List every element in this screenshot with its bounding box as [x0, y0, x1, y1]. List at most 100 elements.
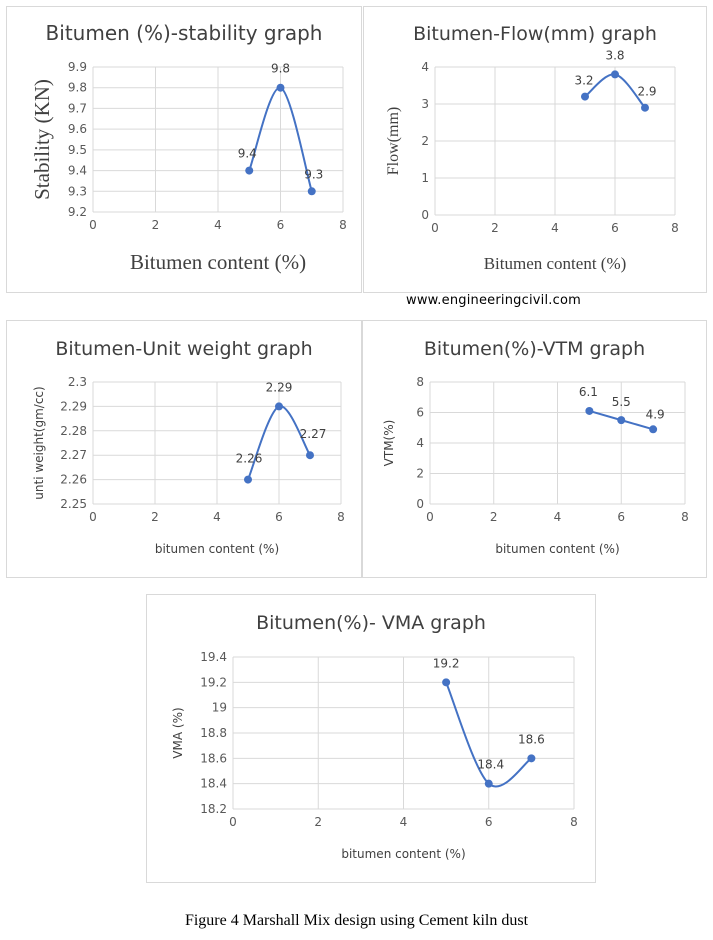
x-tick-label: 4: [551, 221, 559, 235]
y-tick-label: 2.29: [60, 399, 87, 413]
y-tick-label: 2.3: [68, 375, 87, 389]
y-tick-label: 8: [416, 375, 424, 389]
vma-chart-title: Bitumen(%)- VMA graph: [256, 612, 486, 634]
y-tick-label: 0: [421, 208, 429, 222]
x-tick-label: 2: [151, 510, 159, 524]
x-tick-label: 6: [617, 510, 625, 524]
x-tick-label: 6: [275, 510, 283, 524]
stability-data-point: [276, 83, 285, 92]
x-tick-label: 4: [554, 510, 562, 524]
x-tick-label: 0: [89, 510, 97, 524]
x-tick-label: 4: [214, 218, 222, 232]
unit-weight-chart-panel: Bitumen-Unit weight graph 2.25 2.26 2.27 2.2…: [6, 320, 362, 578]
unit-weight-data-point: [244, 475, 252, 484]
vtm-data-label: 4.9: [646, 407, 665, 421]
vma-data-point: [527, 754, 536, 763]
flow-data-point: [581, 92, 589, 101]
stability-data-label: 9.8: [271, 62, 290, 76]
y-tick-label: 18.8: [200, 726, 227, 740]
x-tick-label: 2: [491, 221, 499, 235]
y-tick-label: 2: [421, 134, 429, 148]
stability-data-point: [245, 166, 254, 175]
vma-chart: Bitumen(%)- VMA graph 18.2 18.4 18.6 18.8 19 1…: [171, 612, 578, 861]
unit-weight-data-label: 2.27: [300, 427, 327, 441]
unit-weight-chart: Bitumen-Unit weight graph 2.25 2.26 2.27 2.2…: [32, 338, 345, 556]
unit-weight-x-axis-label: bitumen content (%): [155, 542, 279, 556]
vma-x-axis-label: bitumen content (%): [341, 847, 465, 861]
y-tick-label: 4: [421, 60, 429, 74]
vma-chart-panel: Bitumen(%)- VMA graph 18.2 18.4 18.6 18.8 19 1…: [146, 594, 596, 883]
y-tick-label: 19.2: [200, 675, 227, 689]
flow-data-point: [641, 103, 649, 112]
stability-chart: Bitumen (%)-stability graph 9.2 9.3 9.4 9.5 9…: [30, 21, 347, 274]
y-tick-label: 9.2: [68, 205, 87, 219]
x-tick-label: 0: [426, 510, 434, 524]
watermark-text: www.engineeringcivil.com: [406, 293, 581, 308]
x-tick-label: 4: [400, 815, 408, 829]
y-tick-label: 18.6: [200, 751, 227, 765]
flow-y-axis-label: Flow(mm): [385, 107, 402, 175]
unit-weight-data-point: [306, 451, 314, 460]
y-tick-label: 18.2: [200, 802, 227, 816]
y-tick-label: 0: [416, 497, 424, 511]
vtm-y-axis-label: VTM(%): [382, 420, 396, 467]
unit-weight-y-axis-label: unti weight(gm/cc): [32, 386, 46, 499]
x-tick-label: 8: [671, 221, 679, 235]
unit-weight-data-label: 2.29: [266, 380, 293, 394]
vtm-data-point: [585, 406, 594, 415]
x-tick-label: 8: [570, 815, 578, 829]
flow-data-point: [611, 70, 619, 79]
vtm-chart-title: Bitumen(%)-VTM graph: [424, 338, 645, 360]
vtm-x-axis-label: bitumen content (%): [495, 542, 619, 556]
x-tick-label: 0: [89, 218, 97, 232]
x-tick-label: 6: [611, 221, 619, 235]
figure-caption: Figure 4 Marshall Mix design using Cemen…: [184, 912, 529, 929]
x-tick-label: 6: [485, 815, 493, 829]
flow-data-label: 2.9: [637, 85, 656, 99]
flow-chart-title: Bitumen-Flow(mm) graph: [413, 23, 657, 45]
vma-y-axis-label: VMA (%): [171, 707, 185, 758]
y-tick-label: 2.28: [60, 424, 87, 438]
unit-weight-data-label: 2.26: [236, 452, 263, 466]
y-tick-label: 9.5: [68, 143, 87, 157]
vtm-data-label: 5.5: [612, 395, 631, 409]
vtm-chart-panel: Bitumen(%)-VTM graph 0 2 4 6 8 0 2 4 6 8 bitumen co…: [362, 320, 707, 578]
vma-data-point: [442, 678, 451, 687]
y-tick-label: 1: [421, 171, 429, 185]
y-tick-label: 3: [421, 97, 429, 111]
stability-data-label: 9.3: [304, 167, 323, 181]
y-tick-label: 9.8: [68, 81, 87, 95]
unit-weight-chart-title: Bitumen-Unit weight graph: [55, 338, 312, 360]
y-tick-label: 9.7: [68, 101, 87, 115]
stability-x-axis-label: Bitumen content (%): [130, 250, 306, 274]
y-tick-label: 9.4: [68, 164, 87, 178]
x-tick-label: 0: [229, 815, 237, 829]
y-tick-label: 2.26: [60, 473, 87, 487]
x-tick-label: 0: [431, 221, 439, 235]
y-tick-label: 9.6: [68, 122, 87, 136]
vtm-chart: Bitumen(%)-VTM graph 0 2 4 6 8 0 2 4 6 8 bitumen co…: [382, 338, 689, 556]
x-tick-label: 8: [337, 510, 345, 524]
y-tick-label: 2.27: [60, 448, 87, 462]
x-tick-label: 2: [152, 218, 160, 232]
flow-chart: Bitumen-Flow(mm) graph 0 1 2 3 4 0 2 4 6 8 Bitumen …: [385, 23, 679, 273]
stability-data-label: 9.4: [238, 147, 257, 161]
flow-data-label: 3.8: [605, 48, 624, 62]
x-tick-label: 2: [314, 815, 322, 829]
vtm-data-point: [649, 425, 658, 434]
vtm-data-label: 6.1: [579, 385, 598, 399]
flow-chart-panel: Bitumen-Flow(mm) graph 0 1 2 3 4 0 2 4 6 8 Bitumen …: [363, 6, 707, 293]
y-tick-label: 2: [416, 467, 424, 481]
x-tick-label: 8: [339, 218, 347, 232]
x-tick-label: 4: [213, 510, 221, 524]
stability-data-point: [307, 187, 316, 196]
stability-y-axis-label: Stability (KN): [30, 79, 54, 200]
x-tick-label: 2: [490, 510, 498, 524]
vtm-data-point: [617, 416, 626, 425]
y-tick-label: 4: [416, 436, 424, 450]
y-tick-label: 6: [416, 406, 424, 420]
y-tick-label: 9.9: [68, 60, 87, 74]
vma-data-point: [484, 779, 493, 788]
vma-data-label: 19.2: [433, 656, 460, 670]
x-tick-label: 8: [681, 510, 689, 524]
